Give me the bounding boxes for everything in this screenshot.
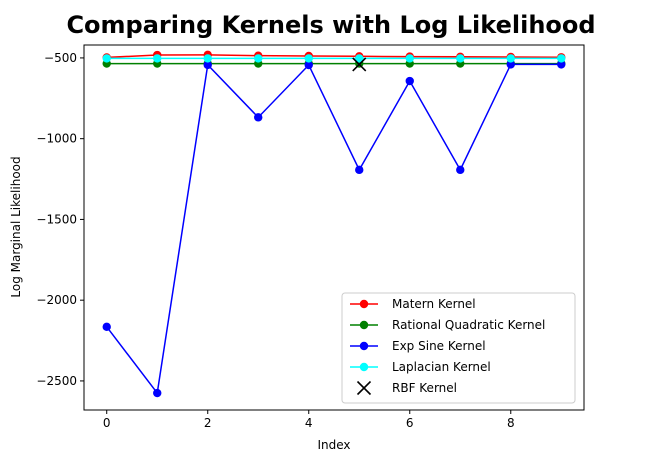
data-point [304,60,313,70]
data-point [405,76,414,86]
data-point [304,54,313,63]
x-axis: 0 2 4 6 8 [103,410,515,430]
legend: Matern Kernel Rational Quadratic Kernel Ex… [341,292,576,404]
legend-label: Rational Quadratic Kernel [392,318,545,332]
y-tick-label: −1000 [36,132,77,146]
series-layer [102,50,566,398]
legend-item: Laplacian Kernel [350,360,491,374]
data-point [254,113,263,122]
legend-label: RBF Kernel [392,381,457,395]
data-point [355,165,364,175]
x-tick-label: 4 [305,416,313,430]
legend-item: Rational Quadratic Kernel [350,318,545,332]
data-point [456,165,465,175]
legend-item: Matern Kernel [350,297,476,311]
data-point [557,60,566,69]
y-axis: −2500 −2000 −1500 −1000 −500 [36,51,84,388]
data-point [102,322,111,332]
x-tick-label: 8 [507,416,515,430]
legend-label: Exp Sine Kernel [392,339,486,353]
data-point [203,60,212,70]
x-tick-label: 2 [204,416,212,430]
data-point [506,54,515,63]
series-line [106,54,562,59]
y-tick-label: −500 [44,51,77,65]
rbf-point [352,57,367,72]
y-tick-label: −2000 [36,293,77,307]
x-axis-label: Index [317,438,350,452]
series-2 [102,60,566,398]
legend-items: Matern Kernel Rational Quadratic Kernel Ex… [350,297,545,396]
data-point [557,54,566,63]
x-tick-label: 0 [103,416,111,430]
y-tick-label: −1500 [36,212,77,226]
data-point [153,54,162,63]
data-point [506,60,515,69]
data-point [203,54,212,63]
data-point [254,54,263,63]
series-line [106,63,562,395]
y-axis-label: Log Marginal Likelihood [9,156,23,297]
plot-frame [83,44,585,411]
data-point [102,54,111,63]
data-point [405,54,414,63]
y-tick-label: −2500 [36,374,77,388]
data-point [456,54,465,63]
data-point [153,388,162,398]
legend-item: RBF Kernel [356,380,457,396]
legend-item: Exp Sine Kernel [350,339,486,353]
points-layer [352,57,367,72]
chart-title: Comparing Kernels with Log Likelihood [66,11,595,39]
legend-label: Laplacian Kernel [392,360,491,374]
legend-box [341,292,576,404]
series-3 [102,54,566,63]
legend-label: Matern Kernel [392,297,476,311]
data-point [355,54,364,63]
x-tick-label: 6 [406,416,414,430]
